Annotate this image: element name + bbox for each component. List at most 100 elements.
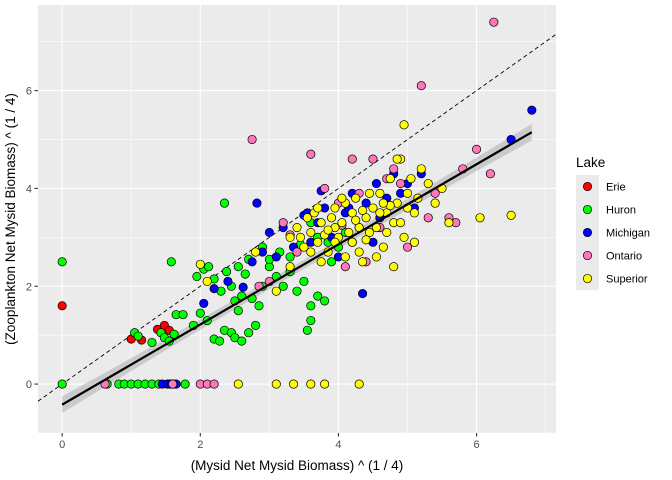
data-point-superior (409, 208, 419, 218)
legend-label-ontario: Ontario (606, 251, 642, 263)
data-point-huron (240, 269, 250, 279)
data-point-ontario (340, 262, 350, 272)
x-axis-title: (Mysid Net Mysid Biomass) ^ (1 / 4) (191, 458, 404, 473)
data-point-huron (57, 379, 67, 389)
data-point-superior (316, 218, 326, 228)
data-point-ontario (396, 178, 406, 189)
data-point-superior (444, 218, 454, 228)
data-point-huron (192, 271, 202, 282)
data-point-ontario (306, 149, 316, 159)
data-point-huron (306, 315, 316, 326)
data-point-ontario (292, 247, 302, 257)
x-tick-label: 2 (197, 439, 203, 451)
data-point-superior (340, 252, 350, 262)
data-point-huron (326, 257, 337, 267)
data-point-michigan (358, 289, 368, 299)
data-point-superior (330, 203, 340, 213)
reference-line (38, 33, 556, 402)
data-point-michigan (209, 284, 219, 294)
data-point-superior (306, 227, 316, 238)
data-point-superior (416, 164, 426, 174)
data-point-superior (371, 252, 381, 262)
data-point-superior (292, 223, 302, 233)
legend-label-erie: Erie (606, 182, 626, 194)
y-tick-label: 2 (26, 281, 32, 293)
legend-key-michigan (582, 227, 593, 238)
x-axis-ticks: 0 2 4 6 (59, 433, 480, 451)
data-point-superior (295, 232, 306, 242)
data-point-huron (178, 310, 188, 320)
x-tick-label: 4 (335, 439, 341, 451)
data-point-superior (195, 259, 205, 269)
data-point-superior (316, 257, 326, 267)
data-point-erie (57, 301, 67, 311)
legend-key-huron (582, 204, 593, 215)
data-point-superior (347, 237, 357, 247)
data-point-ontario (472, 144, 482, 154)
regression-line (61, 131, 533, 406)
data-point-huron (219, 198, 230, 208)
data-point-michigan (223, 276, 233, 286)
data-point-superior (233, 379, 243, 389)
data-point-superior (392, 154, 402, 164)
data-point-superior (320, 379, 330, 389)
legend-key-erie (582, 181, 593, 192)
data-point-superior (288, 379, 299, 389)
legend: Lake Erie Huron Michigan Ontario Superior (576, 155, 650, 290)
data-point-superior (271, 286, 281, 296)
data-point-superior (326, 213, 337, 223)
data-point-huron (222, 267, 232, 277)
y-tick-label: 0 (26, 379, 32, 391)
data-point-huron (215, 336, 225, 346)
y-axis-title: (Zooplankton Net Mysid Biomass) ^ (1 / 4… (3, 93, 18, 345)
data-point-huron (292, 286, 302, 296)
data-point-superior (399, 232, 409, 242)
data-point-huron (320, 296, 330, 306)
legend-key-ontario (582, 250, 593, 261)
data-point-ontario (489, 17, 499, 27)
data-point-ontario (209, 379, 219, 389)
data-point-superior (375, 188, 385, 198)
data-point-superior (361, 235, 371, 245)
data-point-huron (237, 336, 247, 346)
data-point-superior (299, 242, 309, 252)
legend-label-huron: Huron (606, 205, 636, 217)
data-point-ontario (278, 218, 288, 228)
data-point-huron (147, 337, 157, 348)
data-point-ontario (368, 154, 378, 164)
data-point-superior (506, 210, 516, 220)
data-point-ontario (485, 169, 495, 179)
data-point-huron (299, 276, 309, 286)
data-point-huron (180, 379, 190, 389)
data-point-huron (244, 328, 254, 338)
one-to-one-reference-line (38, 33, 556, 402)
data-point-ontario (389, 164, 399, 174)
data-point-huron (285, 252, 295, 262)
data-point-superior (323, 225, 333, 235)
data-point-superior (364, 227, 375, 238)
data-point-michigan (199, 298, 209, 308)
data-point-huron (251, 320, 261, 330)
data-point-superior (358, 257, 368, 267)
y-axis-ticks: 0 2 4 6 (26, 86, 38, 391)
data-point-superior (337, 218, 347, 228)
data-point-superior (313, 203, 323, 213)
data-point-superior (337, 193, 347, 203)
data-point-huron (233, 262, 243, 272)
data-point-superior (406, 174, 416, 184)
data-point-huron (169, 329, 179, 339)
data-point-huron (166, 257, 176, 267)
data-point-huron (233, 306, 243, 316)
data-point-huron (313, 291, 323, 301)
data-point-michigan (527, 105, 537, 115)
data-point-superior (378, 242, 388, 252)
data-point-superior (361, 213, 371, 223)
data-point-ontario (347, 154, 357, 164)
data-point-superior (344, 227, 354, 238)
data-point-huron (278, 281, 288, 291)
data-point-superior (271, 379, 281, 389)
data-point-superior (306, 379, 316, 389)
data-point-superior (202, 276, 212, 286)
panel-background (38, 5, 556, 433)
